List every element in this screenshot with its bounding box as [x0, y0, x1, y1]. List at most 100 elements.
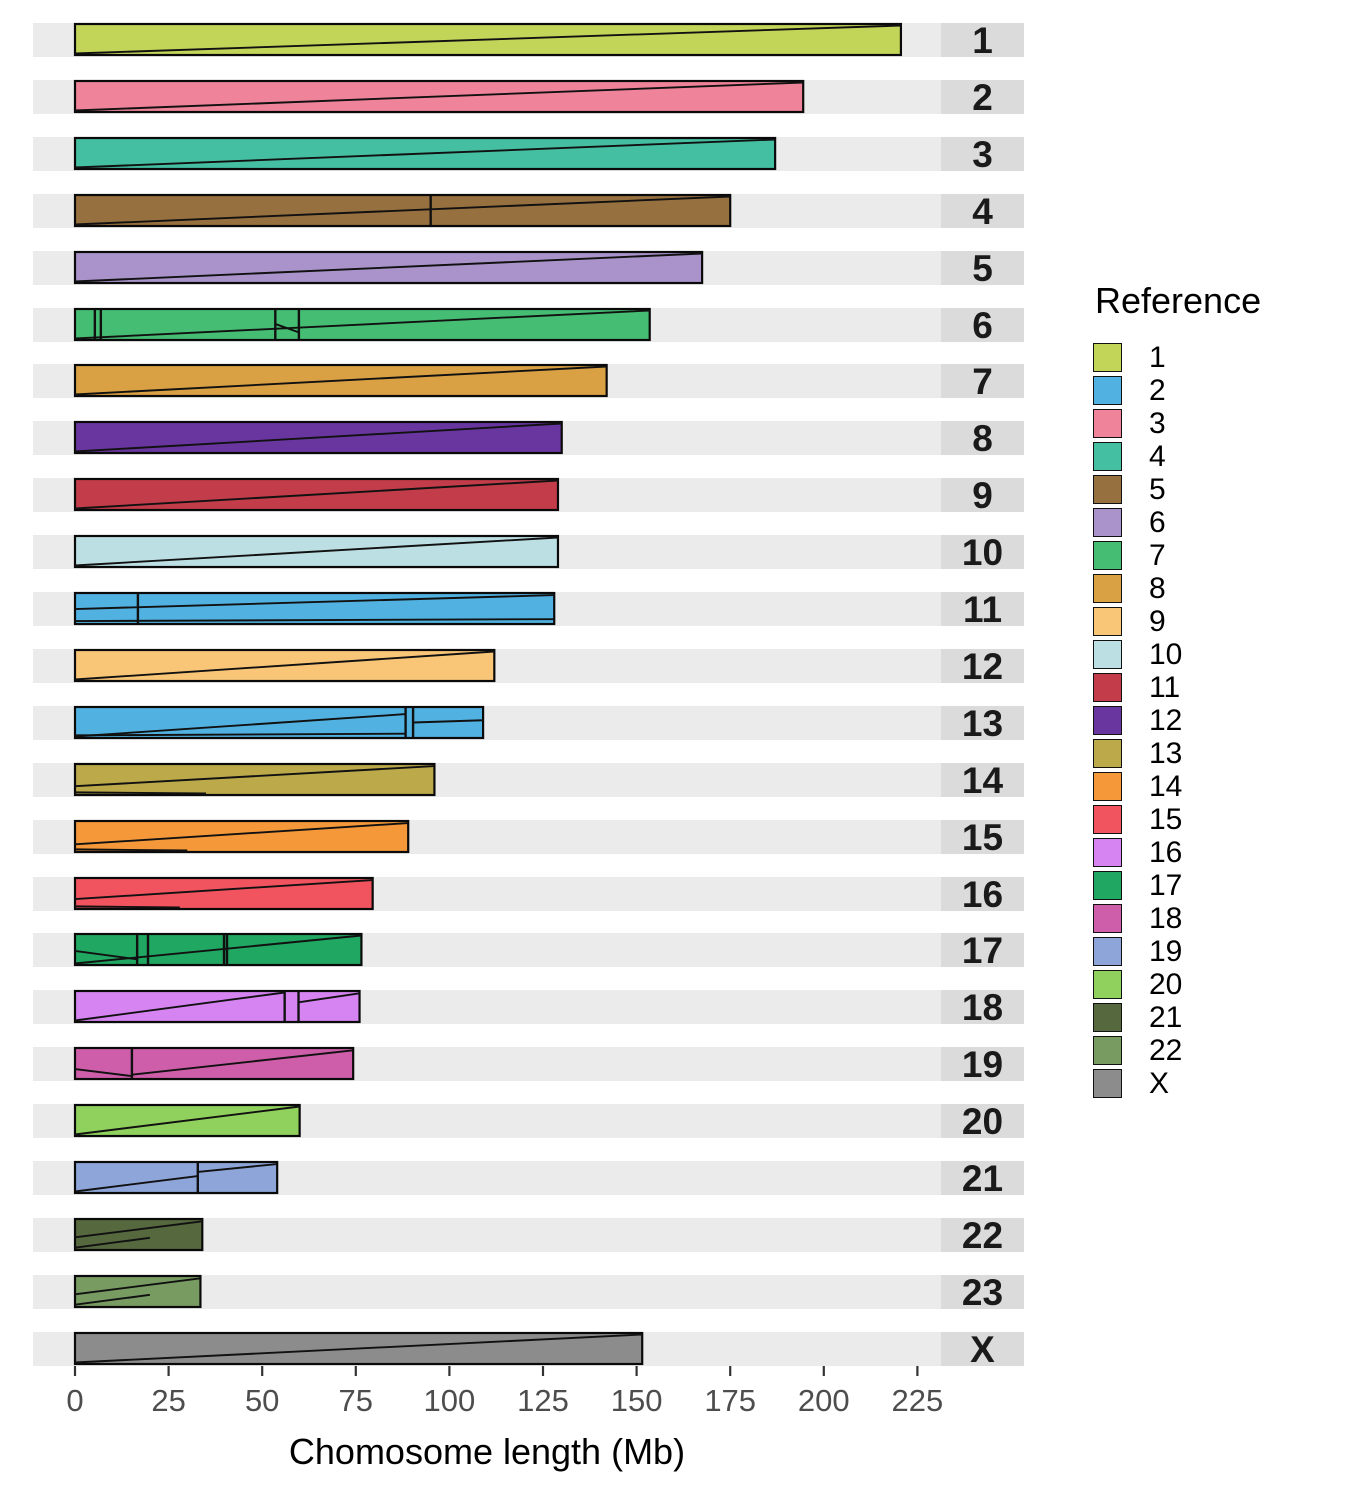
facet-strip-16: 16	[941, 876, 1024, 913]
alignment-line	[74, 1105, 300, 1136]
legend-label: 10	[1149, 637, 1183, 671]
alignment-line	[298, 992, 360, 1004]
alignment-line	[74, 24, 901, 55]
legend-key-swatch	[1093, 1003, 1122, 1032]
alignment-line	[74, 195, 731, 226]
x-tick-label-0: 0	[66, 1383, 84, 1418]
facet-strip-label: 15	[961, 816, 1004, 858]
facet-strip-12: 12	[941, 648, 1024, 685]
legend-key-swatch	[1093, 1036, 1122, 1065]
facet-strip-8: 8	[941, 417, 1024, 459]
legend-item-21: 21	[1093, 1002, 1349, 1032]
legend-item-6: 6	[1093, 507, 1349, 537]
alignment-line	[413, 719, 484, 724]
x-tick-label-75: 75	[338, 1383, 374, 1418]
facet-strip-label: 11	[962, 588, 1003, 630]
legend: Reference 1 2 3 4 5 6 7 8 9 10 11 12 13 14 15 16 17 18 19 2…	[1093, 283, 1349, 1102]
alignment-line	[74, 791, 207, 795]
legend-item-X: X	[1093, 1066, 1349, 1100]
facet-strip-label: 17	[961, 929, 1004, 971]
alignment-line	[131, 1049, 354, 1076]
legend-item-9: 9	[1093, 604, 1349, 638]
legend-key-swatch	[1093, 343, 1122, 372]
x-tick-label-150: 150	[610, 1383, 663, 1418]
legend-label: 1	[1149, 340, 1166, 374]
facet-strip-label: 23	[961, 1271, 1004, 1313]
legend-key-swatch	[1093, 475, 1122, 504]
legend-key-swatch	[1093, 673, 1122, 702]
legend-key-swatch	[1093, 805, 1122, 834]
alignment-line	[74, 1068, 133, 1078]
legend-key-swatch	[1093, 970, 1122, 999]
facet-strip-label: 13	[961, 702, 1004, 744]
legend-item-12: 12	[1093, 703, 1349, 737]
x-tick-label-200: 200	[797, 1383, 850, 1418]
legend-item-10: 10	[1093, 637, 1349, 671]
facet-strip-label: 14	[961, 759, 1004, 801]
legend-item-15: 15	[1093, 804, 1349, 834]
alignment-line	[74, 650, 495, 681]
legend-key-swatch	[1093, 772, 1122, 801]
legend-label: 12	[1149, 703, 1183, 737]
alignment-line	[74, 1333, 643, 1364]
legend-label: 3	[1149, 406, 1166, 440]
facet-strip-7: 7	[941, 360, 1024, 402]
legend-key-swatch	[1093, 937, 1122, 966]
legend-key-swatch	[1093, 640, 1122, 669]
x-axis-title: Chomosome length (Mb)	[288, 1431, 686, 1472]
alignment-line	[74, 1277, 201, 1296]
facet-strip-label: 19	[961, 1043, 1004, 1085]
legend-item-7: 7	[1093, 538, 1349, 572]
alignment-line	[74, 138, 776, 169]
alignment-line	[74, 309, 650, 340]
alignment-line	[74, 618, 555, 623]
legend-label: 14	[1149, 769, 1183, 803]
facet-strip-17: 17	[941, 929, 1024, 971]
legend-label: 13	[1149, 736, 1183, 770]
facet-strip-label: 8	[972, 417, 993, 459]
facet-strip-label: 4	[972, 190, 993, 232]
legend-item-2: 2	[1093, 375, 1349, 405]
legend-key-swatch	[1093, 541, 1122, 570]
legend-label: 9	[1149, 604, 1166, 638]
legend-label: 18	[1149, 901, 1183, 935]
x-tick-label-125: 125	[517, 1383, 569, 1418]
alignment-line	[74, 1175, 198, 1193]
facet-strip-21: 21	[941, 1160, 1024, 1197]
facet-strip-label: 7	[972, 360, 993, 402]
chromosome-bar-3	[73, 136, 777, 171]
legend-items: 1 2 3 4 5 6 7 8 9 10 11 12 13 14 15 16 17 18 19 20 21 22 X	[1093, 340, 1349, 1100]
alignment-line	[74, 765, 435, 788]
facet-strip-23: 23	[941, 1271, 1024, 1313]
legend-item-16: 16	[1093, 837, 1349, 867]
legend-label: 20	[1149, 967, 1183, 1001]
legend-label: 17	[1149, 868, 1183, 902]
legend-label: X	[1149, 1066, 1170, 1100]
legend-item-19: 19	[1093, 936, 1349, 966]
alignment-line	[74, 536, 559, 567]
legend-item-17: 17	[1093, 868, 1349, 902]
alignment-line	[74, 822, 409, 846]
facet-strip-11: 11	[941, 588, 1024, 630]
alignment-line	[74, 949, 138, 961]
legend-label: 7	[1149, 538, 1166, 572]
facet-strip-label: 3	[972, 133, 993, 175]
x-tick-label-175: 175	[704, 1383, 757, 1418]
alignment-line	[74, 365, 607, 396]
alignment-line	[74, 1220, 203, 1239]
facet-strip-label: 2	[972, 76, 993, 118]
legend-title: Reference	[1095, 280, 1262, 321]
legend-key-swatch	[1093, 376, 1122, 405]
alignment-line	[74, 905, 180, 909]
alignment-line	[74, 1293, 151, 1306]
facet-strip-2: 2	[941, 76, 1024, 118]
legend-label: 4	[1149, 439, 1166, 473]
alignment-line	[74, 991, 285, 1022]
legend-item-5: 5	[1093, 474, 1349, 504]
alignment-line	[74, 1236, 151, 1249]
legend-item-14: 14	[1093, 769, 1349, 803]
facet-strip-13: 13	[941, 702, 1024, 744]
legend-key-swatch	[1093, 607, 1122, 636]
legend-label: 22	[1149, 1033, 1183, 1067]
